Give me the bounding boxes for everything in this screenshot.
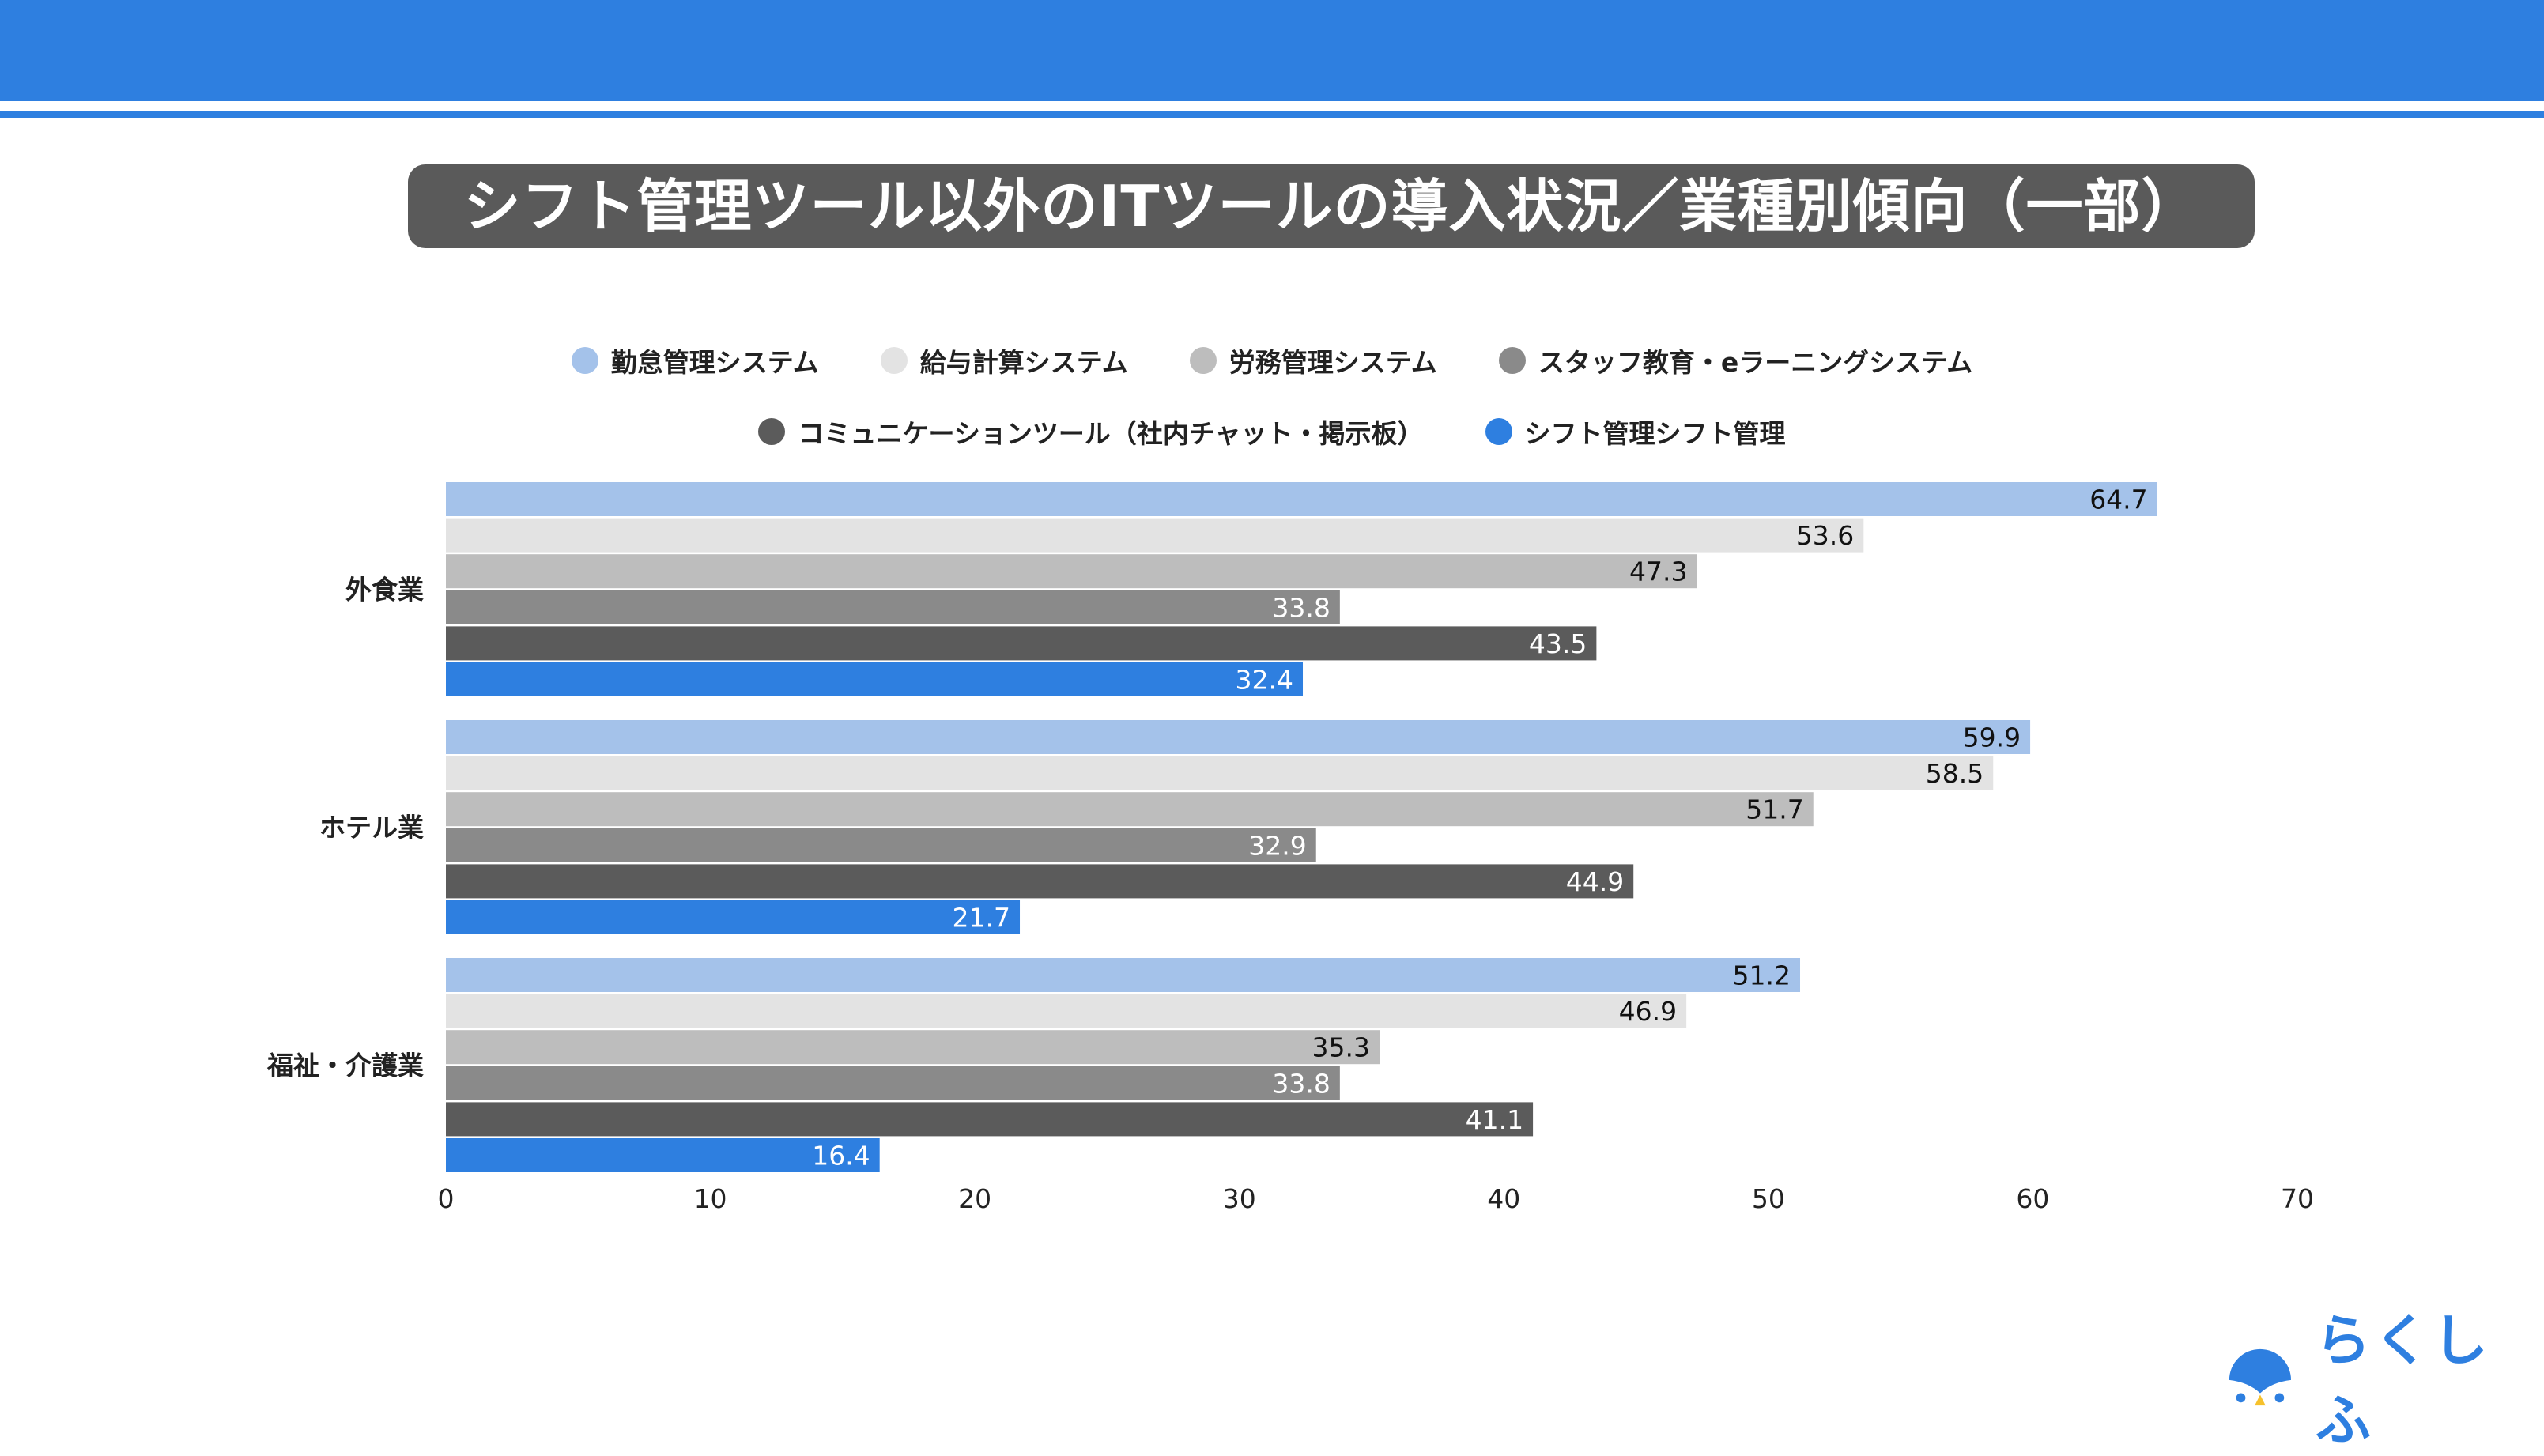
data-label: 58.5 [1926,758,1983,789]
bar [446,626,1597,661]
legend-marker-icon [1498,347,1526,374]
data-label: 35.3 [1312,1032,1370,1063]
legend-label: 勤怠管理システム [610,347,819,378]
data-label: 32.9 [1248,830,1306,861]
logo: らくしふ [2225,1296,2544,1456]
legend-marker-icon [1189,347,1217,374]
x-tick-label: 0 [438,1183,455,1214]
data-label: 51.2 [1733,960,1791,991]
bar [446,1138,880,1172]
legend-marker-icon [571,347,598,374]
data-label: 53.6 [1796,520,1854,551]
bar [446,1102,1534,1137]
bar [446,828,1316,862]
legend-item[interactable]: 労務管理システム [1189,341,1437,379]
bar [446,994,1687,1028]
category-label: 外食業 [345,575,424,605]
legend-item[interactable]: 勤怠管理システム [571,341,819,379]
x-tick-label: 10 [694,1183,727,1214]
data-label: 16.4 [812,1141,870,1171]
x-tick-label: 20 [958,1183,991,1214]
legend-label: コミュニケーションツール（社内チャット・掲示板） [798,418,1424,449]
bar [446,720,2031,754]
data-label: 44.9 [1566,866,1624,897]
legend-label: 給与計算システム [919,347,1128,378]
x-tick-label: 60 [2016,1183,2049,1214]
chart-title: シフト管理ツール以外のITツールの導入状況／業種別傾向（一部） [408,164,2255,248]
bar [446,1066,1340,1100]
data-label: 33.8 [1272,592,1330,623]
x-tick-label: 50 [1752,1183,1785,1214]
legend-marker-icon [758,418,786,445]
legend-row-1: 勤怠管理システム 給与計算システム 労務管理システム スタッフ教育・eラーニングシステ… [0,341,2544,379]
data-label: 47.3 [1629,556,1687,587]
legend-label: スタッフ教育・eラーニングシステム [1538,347,1973,378]
bar [446,792,1814,827]
legend-item[interactable]: スタッフ教育・eラーニングシステム [1498,341,1973,379]
data-label: 64.7 [2089,485,2147,515]
legend-label: 労務管理システム [1229,347,1437,378]
legend-item[interactable]: シフト管理シフト管理 [1485,413,1786,451]
bar [446,590,1340,624]
bar [446,554,1697,589]
data-label: 32.4 [1236,665,1293,696]
legend-marker-icon [1485,418,1512,445]
bar [446,662,1304,696]
bar [446,518,1864,553]
data-label: 51.7 [1746,794,1803,825]
x-tick-label: 40 [1487,1183,1520,1214]
bar [446,900,1021,934]
data-label: 43.5 [1529,628,1587,659]
category-label: 福祉・介護業 [266,1051,424,1081]
bar [446,756,1994,790]
data-label: 59.9 [1963,722,2021,753]
bar [446,958,1801,992]
legend-marker-icon [880,347,908,374]
header-bar [0,0,2544,101]
legend-item[interactable]: 給与計算システム [880,341,1128,379]
bar [446,1030,1380,1065]
penguin-logo-icon [2229,1348,2292,1406]
legend-label: シフト管理シフト管理 [1524,418,1786,449]
logo-text: らくしふ [2315,1308,2491,1453]
bar-chart: 64.7 53.6 47.3 33.8 43.5 32.4 外食業 59.9 58.5 51.7 3… [266,482,2314,1214]
header-stripe [0,111,2544,118]
bar [446,482,2157,516]
category-label: ホテル業 [319,813,424,843]
x-tick-label: 70 [2281,1183,2314,1214]
bar [446,864,1634,899]
data-label: 41.1 [1466,1104,1523,1135]
data-label: 21.7 [953,903,1010,934]
data-label: 33.8 [1272,1068,1330,1099]
data-label: 46.9 [1619,996,1677,1027]
legend-row-2: コミュニケーションツール（社内チャット・掲示板） シフト管理シフト管理 [0,413,2544,451]
x-tick-label: 30 [1223,1183,1256,1214]
legend-item[interactable]: コミュニケーションツール（社内チャット・掲示板） [758,413,1424,451]
